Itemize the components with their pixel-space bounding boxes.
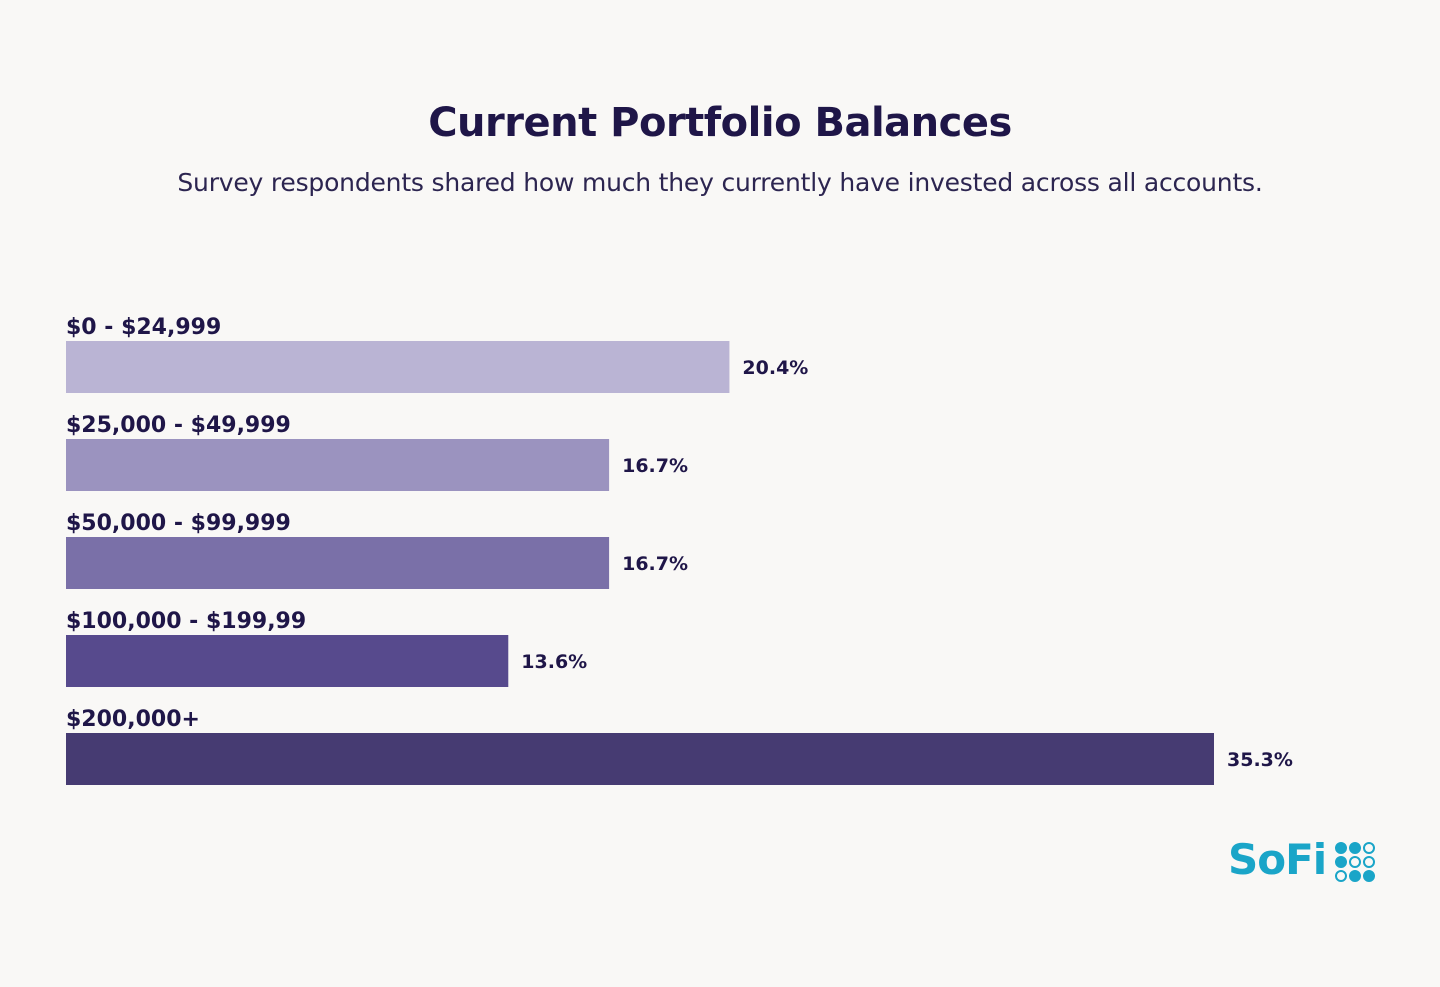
category-label: $100,000 - $199,99 (66, 609, 306, 634)
chart-subtitle: Survey respondents shared how much they … (177, 168, 1263, 197)
value-label: 35.3% (1227, 749, 1293, 771)
sofi-logo-mark-icon (1335, 842, 1375, 882)
bar (66, 635, 509, 687)
value-label: 16.7% (622, 553, 688, 575)
bar (66, 537, 610, 589)
value-label: 16.7% (622, 455, 688, 477)
chart-title: Current Portfolio Balances (428, 100, 1012, 146)
category-label: $0 - $24,999 (66, 315, 221, 340)
sofi-logo: SoFi (1228, 836, 1380, 884)
value-label: 13.6% (521, 651, 587, 673)
bar (66, 341, 730, 393)
bar (66, 733, 1214, 785)
category-label: $200,000+ (66, 707, 200, 732)
category-label: $50,000 - $99,999 (66, 511, 291, 536)
value-label: 20.4% (742, 357, 808, 379)
sofi-logo-text: SoFi (1228, 835, 1327, 884)
category-label: $25,000 - $49,999 (66, 413, 291, 438)
bar (66, 439, 610, 491)
